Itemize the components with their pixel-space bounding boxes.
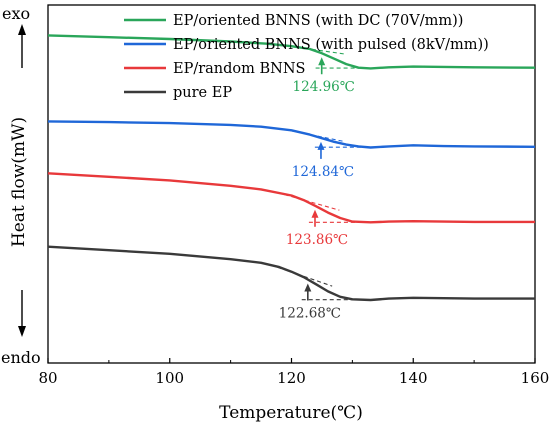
x-tick-label: 80 (38, 369, 57, 387)
series-line-3 (47, 172, 535, 224)
onset-tangent-4 (277, 266, 333, 287)
tg-label-1: 124.96℃ (293, 79, 355, 95)
x-tick-label: 140 (399, 369, 428, 387)
legend-entry: EP/oriented BNNS (with pulsed (8kV/mm)) (173, 37, 489, 53)
x-axis-ticks: 80 100 120 140 160 (38, 358, 549, 387)
onset-tangent-1 (291, 45, 347, 55)
legend-entry: EP/random BNNS (173, 61, 305, 77)
endo-arrowhead-icon (18, 326, 26, 337)
tg-arrowhead-icon (311, 209, 319, 218)
x-tick-label: 160 (521, 369, 550, 387)
tg-label-4: 122.68℃ (279, 306, 341, 322)
y-axis-label: Heat flow(mW) (9, 117, 29, 247)
legend-entry: EP/oriented BNNS (with DC (70V/mm)) (173, 13, 463, 29)
tg-label-2: 124.84℃ (292, 164, 354, 180)
x-tick-label: 120 (277, 369, 306, 387)
series-line-4 (47, 245, 535, 302)
tg-annotations: 124.96℃ 124.84℃ 123.86℃ 122.68℃ (277, 45, 371, 322)
tg-label-3: 123.86℃ (286, 232, 348, 248)
x-axis-label: Temperature(℃) (219, 403, 363, 423)
endo-label: endo (1, 348, 41, 367)
x-tick-label: 100 (155, 369, 184, 387)
legend: EP/oriented BNNS (with DC (70V/mm)) EP/or… (124, 13, 489, 101)
exo-label: exo (2, 4, 30, 23)
tg-arrowhead-icon (317, 141, 325, 150)
exo-arrowhead-icon (18, 24, 26, 35)
series-line-2 (47, 120, 536, 149)
series-lines (47, 34, 536, 302)
onset-tangent-3 (284, 194, 340, 211)
series-line-1 (47, 34, 536, 70)
legend-entry: pure EP (173, 85, 232, 101)
onset-tangent-2 (290, 130, 346, 143)
tg-arrowhead-icon (318, 57, 326, 66)
tg-arrowhead-icon (304, 283, 312, 292)
